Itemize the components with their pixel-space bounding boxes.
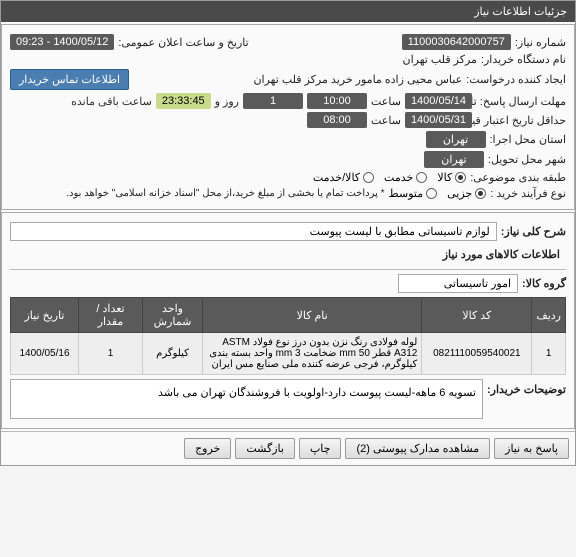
buyer-org-label: نام دستگاه خریدار: — [481, 53, 566, 66]
cell-qty: 1 — [79, 333, 143, 375]
validity-time: 08:00 — [307, 112, 367, 128]
deadline-time-label: ساعت — [371, 95, 401, 108]
main-container: جزئیات اطلاعات نیاز شماره نیاز: 11000306… — [0, 0, 576, 466]
process-note: * پرداخت تمام یا بخشی از مبلغ خرید،از مح… — [66, 188, 384, 199]
reply-button[interactable]: پاسخ به نیاز — [494, 438, 569, 459]
radio-icon — [455, 172, 466, 183]
process-type-radios: جزیی متوسط — [389, 187, 487, 200]
buyer-org-value: مرکز قلب تهران — [402, 53, 476, 66]
row-general-desc: شرح کلی نیاز: لوازم تاسیساتی مطابق با لی… — [10, 222, 566, 241]
classification-label: طبقه بندی موضوعی: — [470, 171, 566, 184]
divider — [10, 269, 566, 270]
need-number-label: شماره نیاز: — [515, 36, 566, 49]
cell-code: 0821110059540021 — [422, 333, 532, 375]
process-opt1-label: متوسط — [389, 187, 424, 200]
button-bar: پاسخ به نیاز مشاهده مدارک پیوستی (2) چاپ… — [1, 431, 575, 465]
cell-date: 1400/05/16 — [11, 333, 79, 375]
title-text: جزئیات اطلاعات نیاز — [474, 6, 567, 18]
need-number-value: 1100030642000757 — [402, 34, 511, 50]
classification-option-0[interactable]: کالا — [437, 171, 466, 184]
exit-button[interactable]: خروج — [184, 438, 231, 459]
requester-label: ایجاد کننده درخواست: — [466, 73, 566, 86]
row-classification: طبقه بندی موضوعی: کالا خدمت کالا/خدمت — [10, 171, 566, 184]
radio-icon — [363, 172, 374, 183]
radio-icon — [426, 188, 437, 199]
row-process-type: نوع فرآیند خرید : جزیی متوسط * پرداخت تم… — [10, 187, 566, 200]
row-exec-province: استان محل اجرا: تهران — [10, 131, 566, 148]
requester-value: عباس محیی زاده مامور خرید مرکز قلب تهران — [253, 73, 462, 86]
validity-label: حداقل تاریخ اعتبار قیمت: تا تاریخ: — [476, 114, 566, 127]
exec-province-label: استان محل اجرا: — [490, 133, 567, 146]
deadline-days-label: روز و — [215, 95, 239, 108]
title-bar: جزئیات اطلاعات نیاز — [1, 1, 575, 22]
info-section: شماره نیاز: 1100030642000757 تاریخ و ساع… — [1, 24, 575, 210]
announce-label: تاریخ و ساعت اعلان عمومی: — [118, 36, 248, 49]
cell-index: 1 — [532, 333, 566, 375]
process-type-option-1[interactable]: متوسط — [389, 187, 438, 200]
th-name: نام کالا — [203, 298, 422, 333]
delivery-city-value: تهران — [424, 151, 484, 168]
table-header-row: ردیف کد کالا نام کالا واحد شمارش تعداد /… — [11, 298, 566, 333]
row-requester: ایجاد کننده درخواست: عباس محیی زاده مامو… — [10, 69, 566, 90]
process-type-label: نوع فرآیند خرید : — [490, 187, 566, 200]
validity-time-label: ساعت — [371, 114, 401, 127]
row-buyer-notes: توضیحات خریدار: تسویه 6 ماهه-لیست پیوست … — [10, 379, 566, 419]
goods-table: ردیف کد کالا نام کالا واحد شمارش تعداد /… — [10, 297, 566, 375]
table-row[interactable]: 1 0821110059540021 لوله فولادی رنگ نزن ب… — [11, 333, 566, 375]
buyer-notes-value: تسویه 6 ماهه-لیست پیوست دارد-اولویت با ف… — [10, 379, 483, 419]
desc-section: شرح کلی نیاز: لوازم تاسیساتی مطابق با لی… — [1, 212, 575, 429]
classification-radios: کالا خدمت کالا/خدمت — [313, 171, 466, 184]
th-qty: تعداد / مقدار — [79, 298, 143, 333]
th-index: ردیف — [532, 298, 566, 333]
delivery-city-label: شهر محل تحویل: — [488, 153, 566, 166]
exec-province-value: تهران — [426, 131, 486, 148]
buyer-notes-label: توضیحات خریدار: — [487, 379, 566, 396]
cell-unit: کیلوگرم — [143, 333, 203, 375]
classification-opt1-label: خدمت — [384, 171, 413, 184]
attachments-button[interactable]: مشاهده مدارک پیوستی (2) — [345, 438, 490, 459]
classification-opt2-label: کالا/خدمت — [313, 171, 360, 184]
row-delivery-city: شهر محل تحویل: تهران — [10, 151, 566, 168]
remaining-time: 23:33:45 — [156, 93, 211, 109]
goods-section-title: اطلاعات کالاهای مورد نیاز — [10, 244, 566, 265]
row-buyer-org: نام دستگاه خریدار: مرکز قلب تهران — [10, 53, 566, 66]
remaining-label: ساعت باقی مانده — [71, 95, 152, 108]
general-desc-label: شرح کلی نیاز: — [501, 225, 566, 238]
th-unit: واحد شمارش — [143, 298, 203, 333]
process-type-option-0[interactable]: جزیی — [447, 187, 486, 200]
print-button[interactable]: چاپ — [299, 438, 342, 459]
radio-icon — [416, 172, 427, 183]
row-goods-group: گروه کالا: امور تاسیساتی — [10, 274, 566, 293]
classification-opt0-label: کالا — [437, 171, 452, 184]
th-code: کد کالا — [422, 298, 532, 333]
deadline-date: 1400/05/14 — [405, 93, 472, 109]
row-validity: حداقل تاریخ اعتبار قیمت: تا تاریخ: 1400/… — [10, 112, 566, 128]
deadline-days: 1 — [243, 93, 303, 109]
cell-name: لوله فولادی رنگ نزن بدون درز نوع فولاد A… — [203, 333, 422, 375]
deadline-time: 10:00 — [307, 93, 367, 109]
process-opt0-label: جزیی — [447, 187, 472, 200]
classification-option-2[interactable]: کالا/خدمت — [313, 171, 374, 184]
validity-date: 1400/05/31 — [405, 112, 472, 128]
deadline-label: مهلت ارسال پاسخ: تا تاریخ: — [476, 95, 566, 108]
classification-option-1[interactable]: خدمت — [384, 171, 427, 184]
row-need-number: شماره نیاز: 1100030642000757 تاریخ و ساع… — [10, 34, 566, 50]
announce-value: 1400/05/12 - 09:23 — [10, 34, 114, 50]
contact-buyer-button[interactable]: اطلاعات تماس خریدار — [10, 69, 129, 90]
th-date: تاریخ نیاز — [11, 298, 79, 333]
general-desc-value: لوازم تاسیساتی مطابق با لیست پیوست — [10, 222, 497, 241]
radio-icon — [475, 188, 486, 199]
row-deadline: مهلت ارسال پاسخ: تا تاریخ: 1400/05/14 سا… — [10, 93, 566, 109]
back-button[interactable]: بازگشت — [235, 438, 295, 459]
goods-group-label: گروه کالا: — [522, 277, 566, 290]
goods-group-value: امور تاسیساتی — [398, 274, 518, 293]
